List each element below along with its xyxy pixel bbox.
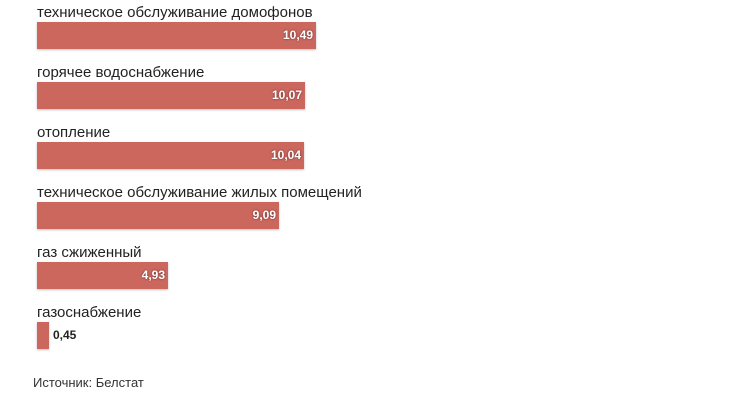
data-label: 10,49 <box>282 28 313 42</box>
data-label: 0,45 <box>53 328 77 342</box>
source-note: Источник: Белстат <box>33 375 144 390</box>
category-label: отопление <box>37 124 111 141</box>
bar <box>37 82 305 109</box>
category-label: техническое обслуживание домофонов <box>37 4 313 21</box>
category-label: техническое обслуживание жилых помещений <box>37 184 362 201</box>
category-label: горячее водоснабжение <box>37 64 205 81</box>
bar-chart: техническое обслуживание домофонов 10,49 г… <box>37 4 362 349</box>
data-label: 4,93 <box>141 268 165 282</box>
category-label: газоснабжение <box>37 304 142 321</box>
data-label: 10,04 <box>270 148 301 162</box>
data-label: 10,07 <box>271 88 302 102</box>
bar <box>37 202 279 229</box>
bar <box>37 142 304 169</box>
data-label: 9,09 <box>252 208 276 222</box>
bar <box>37 262 168 289</box>
bar <box>37 22 316 49</box>
category-label: газ сжиженный <box>37 244 142 261</box>
bar <box>37 322 49 349</box>
